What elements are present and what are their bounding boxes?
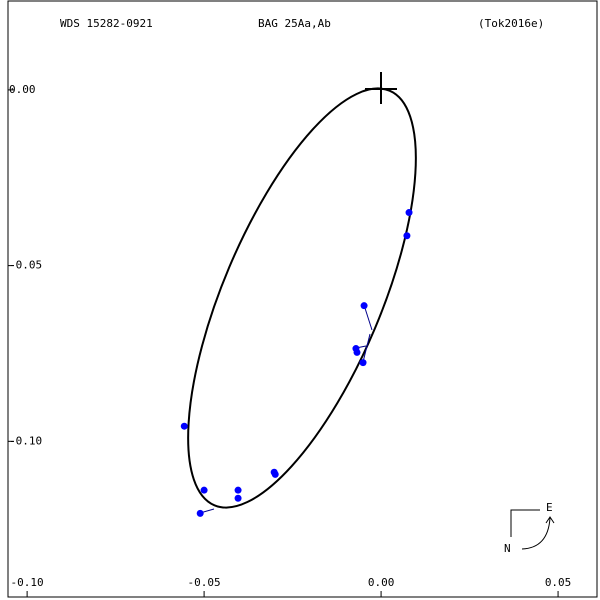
- x-tick-label: -0.05: [188, 576, 221, 589]
- observation-point: [200, 486, 208, 494]
- observation-point: [196, 509, 204, 517]
- observation-point: [403, 232, 411, 240]
- y-tick-label: 0.00: [9, 83, 36, 96]
- x-tick-label: -0.10: [11, 576, 44, 589]
- observation-point: [234, 494, 242, 502]
- compass-north: N: [504, 542, 511, 555]
- observation-point: [360, 302, 368, 310]
- compass: [510, 509, 555, 550]
- orbit: [187, 87, 417, 509]
- observation-point: [234, 486, 242, 494]
- plot-frame: [7, 0, 598, 598]
- observation-point: [180, 422, 188, 430]
- observation-point: [405, 209, 413, 217]
- compass-east: E: [546, 501, 553, 514]
- residual-lines: [199, 304, 373, 514]
- x-tick-label: 0.05: [545, 576, 572, 589]
- y-tick-label: -0.05: [9, 259, 42, 272]
- observation-point: [359, 359, 367, 367]
- discoverer-label: BAG 25Aa,Ab: [258, 17, 331, 30]
- y-tick-label: -0.10: [9, 434, 42, 447]
- observation-point: [353, 348, 361, 356]
- wds-label: WDS 15282-0921: [60, 17, 153, 30]
- x-tick-label: 0.00: [368, 576, 395, 589]
- observation-point: [271, 470, 279, 478]
- reference-label: (Tok2016e): [478, 17, 544, 30]
